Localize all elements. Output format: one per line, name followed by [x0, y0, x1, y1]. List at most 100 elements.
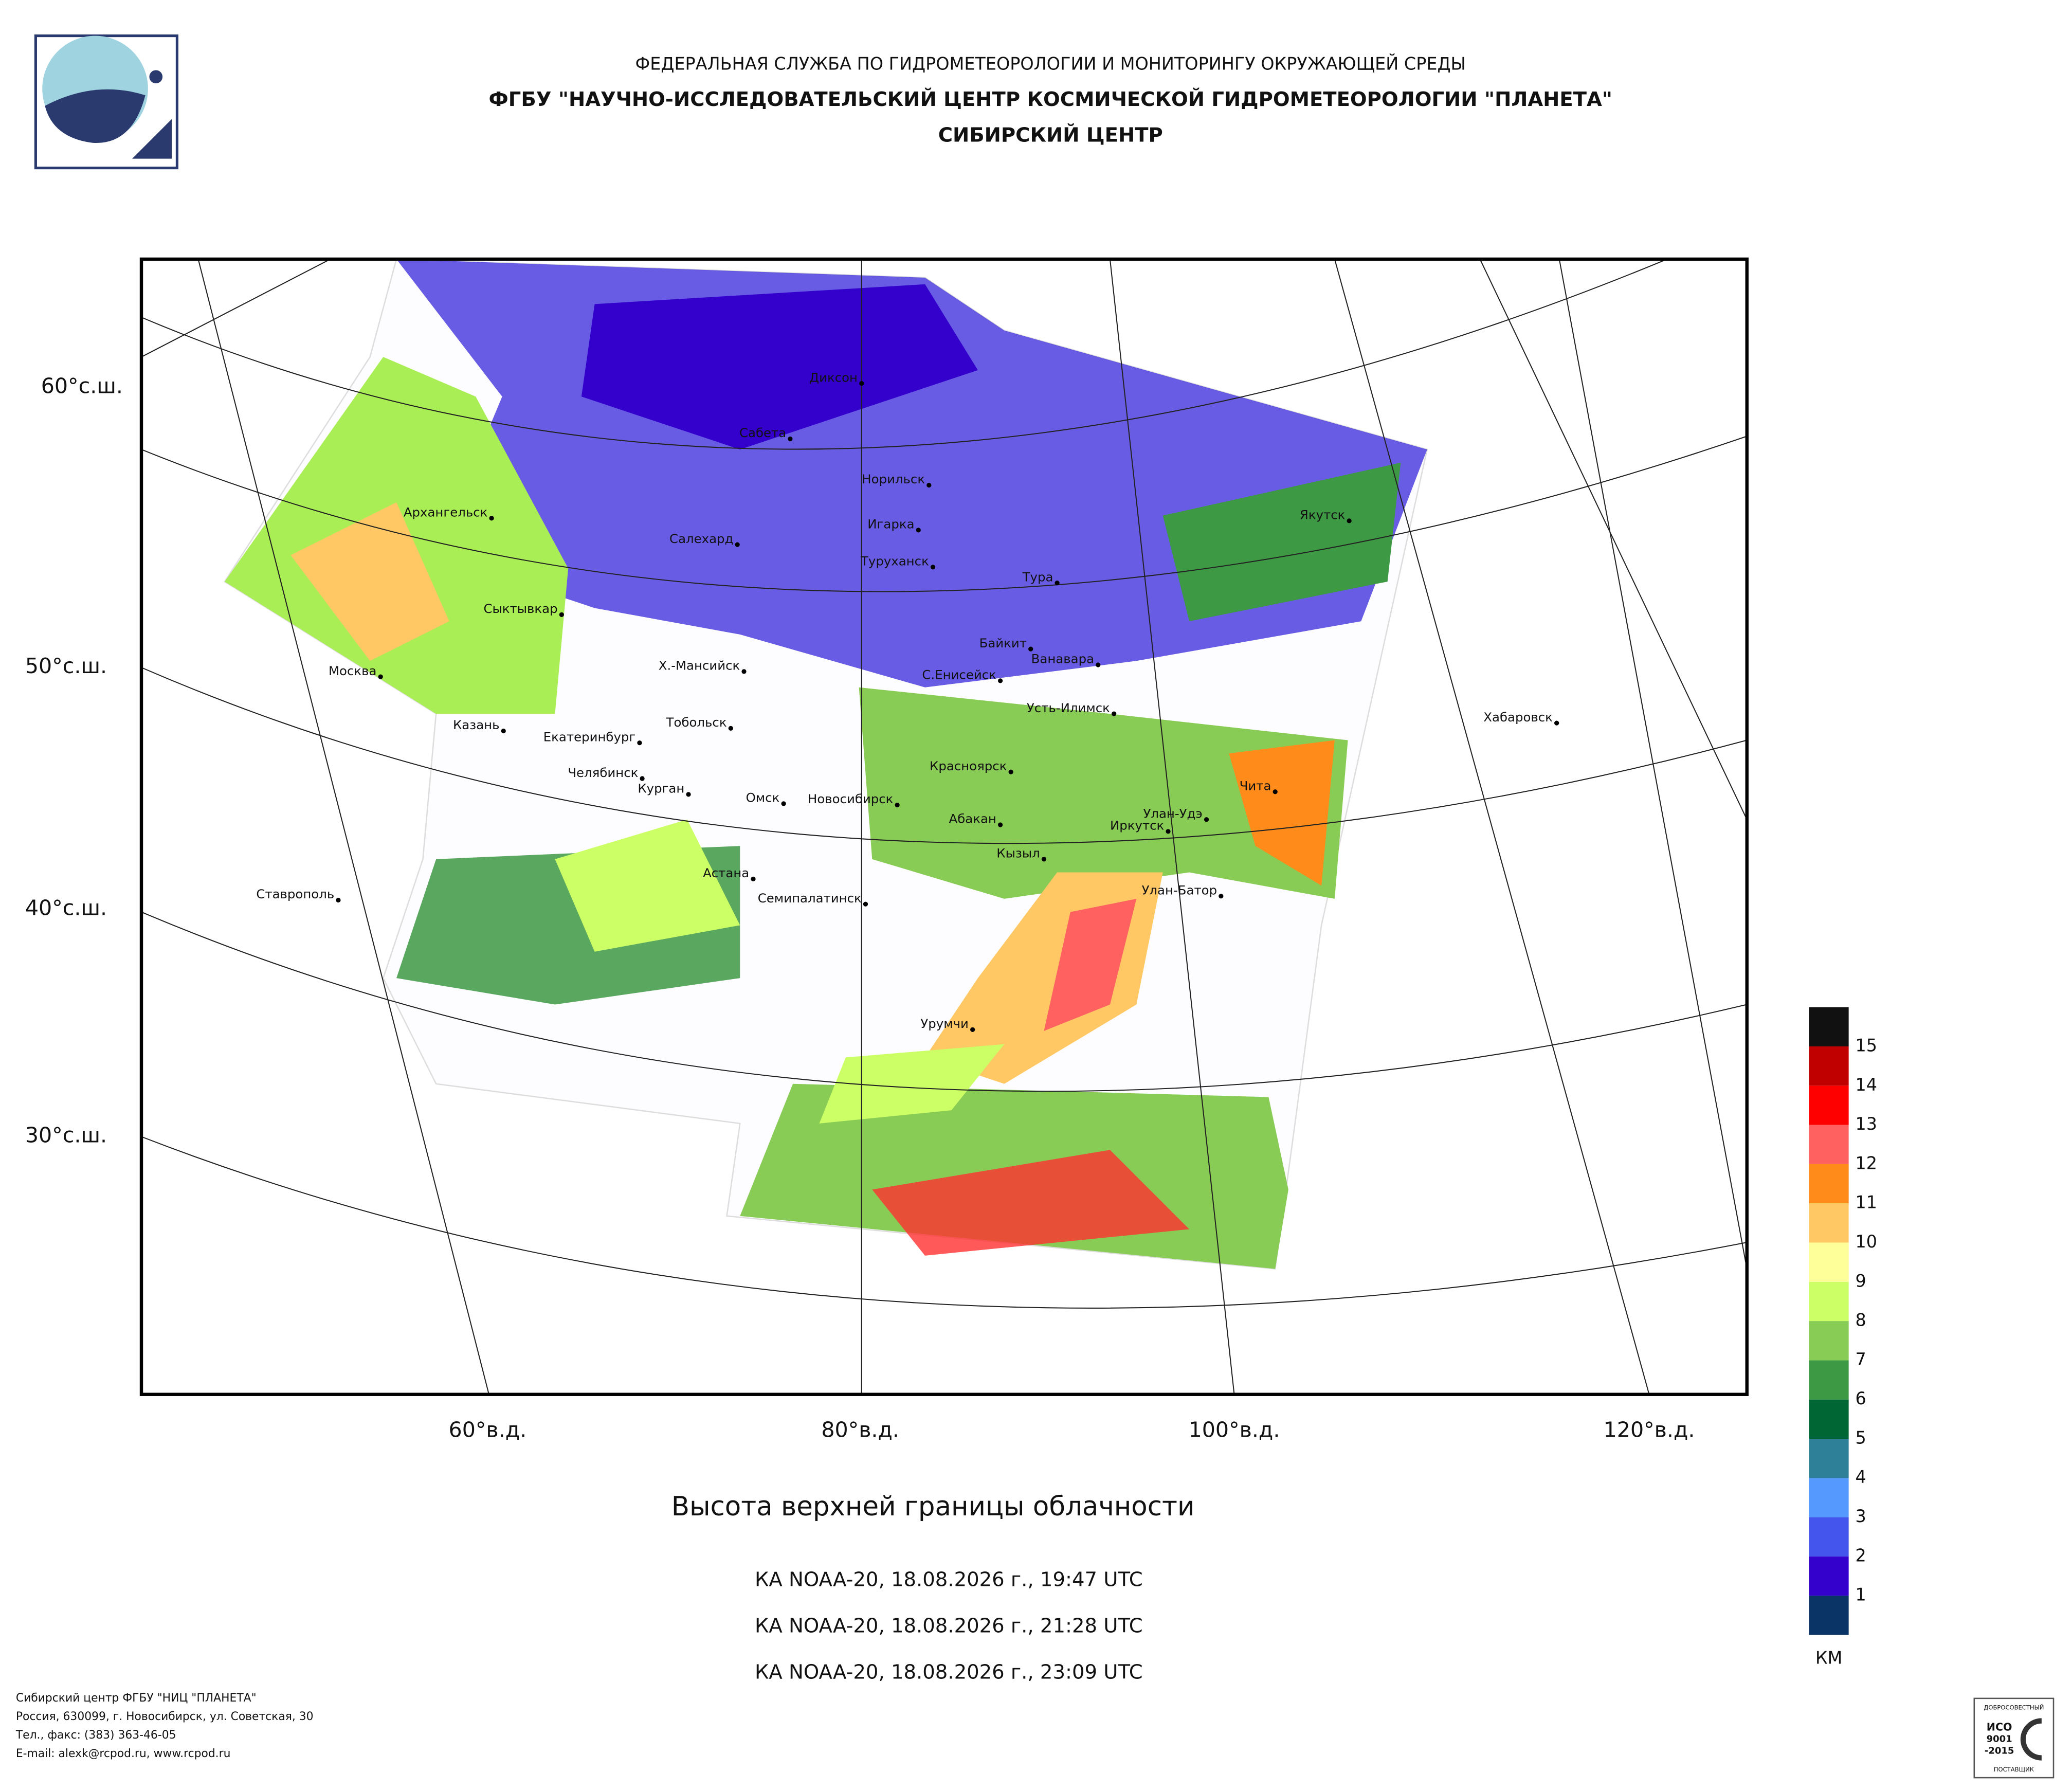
legend-label: 9 [1855, 1271, 1866, 1291]
city-label: Улан-Батор [1142, 883, 1217, 898]
city-dot [501, 728, 506, 734]
legend-swatch [1809, 1478, 1849, 1517]
city-dot [1096, 662, 1101, 667]
city-dot [1112, 711, 1117, 716]
city-label: Ванавара [1031, 652, 1094, 666]
city-label: Урумчи [920, 1016, 969, 1031]
iso-badge: ДОБРОСОВЕСТНЫЙ ИСО 9001 -2015 ПОСТАВЩИК [1973, 1697, 2055, 1779]
city-label: С.Енисейск [922, 667, 996, 682]
legend-label: 4 [1855, 1467, 1866, 1487]
badge-top: ДОБРОСОВЕСТНЫЙ [1984, 1703, 2044, 1711]
city-dot [637, 740, 642, 746]
footer-line: Сибирский центр ФГБУ "НИЦ "ПЛАНЕТА" [16, 1692, 257, 1705]
city-label: Омск [746, 790, 780, 805]
lon-label: 60°в.д. [449, 1418, 527, 1442]
city-label: Екатеринбург [543, 729, 635, 744]
city-dot [926, 482, 932, 488]
city-label: Курган [638, 781, 684, 796]
legend-swatch [1809, 1125, 1849, 1164]
city-label: Байкит [979, 636, 1027, 650]
city-dot [741, 669, 747, 674]
map: Диксон Сабета Норильск Игарка Туруханск Салех… [25, 257, 1749, 1442]
city-dot [930, 565, 936, 570]
lon-label: 120°в.д. [1604, 1418, 1695, 1442]
city-label: Тура [1022, 569, 1053, 584]
city-label: Чита [1240, 778, 1271, 793]
city-label: Норильск [862, 472, 925, 486]
legend-swatch [1809, 1086, 1849, 1125]
legend-label: 13 [1855, 1114, 1877, 1134]
legend-label: 15 [1855, 1035, 1877, 1055]
legend-label: 3 [1855, 1506, 1866, 1526]
city-label: Игарка [867, 517, 914, 532]
city-label: Иркутск [1110, 818, 1164, 833]
city-dot [686, 792, 691, 797]
city-label: Москва [329, 663, 377, 678]
city-label: Челябинск [568, 765, 638, 780]
city-dot [781, 801, 786, 806]
city-label: Семипалатинск [758, 891, 862, 906]
city-dot [1204, 817, 1209, 822]
city-dot [997, 678, 1003, 683]
legend-swatch [1809, 1360, 1849, 1400]
pass-line: КА NOAA-20, 18.08.2026 г., 23:09 UTC [755, 1661, 1143, 1684]
city-dot [863, 901, 868, 907]
city-label: Ставрополь [256, 887, 334, 901]
header-agency: ФЕДЕРАЛЬНАЯ СЛУЖБА ПО ГИДРОМЕТЕОРОЛОГИИ … [635, 53, 1466, 74]
legend-swatch [1809, 1321, 1849, 1361]
city-dot [728, 726, 733, 731]
header-institute: ФГБУ "НАУЧНО-ИССЛЕДОВАТЕЛЬСКИЙ ЦЕНТР КОС… [489, 87, 1612, 111]
city-label: Абакан [949, 811, 996, 826]
city-dot [895, 802, 900, 808]
legend-label: 14 [1855, 1075, 1877, 1095]
legend-label: 5 [1855, 1427, 1866, 1448]
legend-swatch [1809, 1164, 1849, 1204]
footer-line: E-mail: alexk@rcpod.ru, www.rcpod.ru [16, 1747, 231, 1760]
footer-line: Тел., факс: (383) 363-46-05 [15, 1729, 176, 1742]
lat-label: 60°с.ш. [41, 373, 123, 398]
city-dot [489, 516, 494, 521]
pass-line: КА NOAA-20, 18.08.2026 г., 19:47 UTC [755, 1568, 1143, 1591]
badge-number: 9001 [1987, 1734, 2012, 1745]
city-dot [1055, 581, 1060, 586]
city-label: Сабета [739, 425, 786, 440]
badge-iso: ИСО [1987, 1721, 2012, 1733]
city-label: Архангельск [404, 504, 488, 519]
city-label: Астана [703, 865, 749, 880]
legend-label: 2 [1855, 1545, 1866, 1565]
legend-label: 1 [1855, 1585, 1866, 1605]
city-label: Усть-Илимск [1027, 700, 1110, 715]
city-dot [1219, 894, 1224, 899]
city-label: Х.-Мансийск [659, 658, 740, 673]
lon-label: 80°в.д. [821, 1418, 899, 1442]
legend-swatch [1809, 1007, 1849, 1046]
city-dot [378, 674, 383, 679]
header-center: СИБИРСКИЙ ЦЕНТР [938, 122, 1163, 147]
city-label: Улан-Удэ [1143, 806, 1202, 821]
caption-title: Высота верхней границы облачности [671, 1491, 1195, 1522]
city-label: Салехард [669, 531, 733, 546]
legend-swatch [1809, 1438, 1849, 1478]
city-label: Красноярск [930, 758, 1007, 773]
city-dot [1347, 518, 1352, 523]
badge-bottom: ПОСТАВЩИК [1994, 1766, 2034, 1773]
city-dot [336, 897, 341, 903]
legend-label: 8 [1855, 1310, 1866, 1330]
city-dot [1008, 769, 1013, 774]
city-label: Туруханск [860, 554, 929, 569]
lon-label: 100°в.д. [1189, 1418, 1280, 1442]
lat-label: 30°с.ш. [25, 1123, 107, 1148]
legend-swatch [1809, 1556, 1849, 1596]
city-dot [640, 776, 645, 781]
city-label: Казань [453, 717, 500, 732]
city-dot [997, 822, 1003, 827]
city-dot [1273, 789, 1278, 794]
logo [34, 34, 178, 170]
legend-swatch [1809, 1046, 1849, 1086]
legend-label: 10 [1855, 1232, 1877, 1252]
city-label: Кызыл [996, 846, 1040, 861]
city-label: Сыктывкар [483, 601, 557, 616]
pass-line: КА NOAA-20, 18.08.2026 г., 21:28 UTC [755, 1615, 1143, 1638]
city-dot [559, 612, 564, 617]
